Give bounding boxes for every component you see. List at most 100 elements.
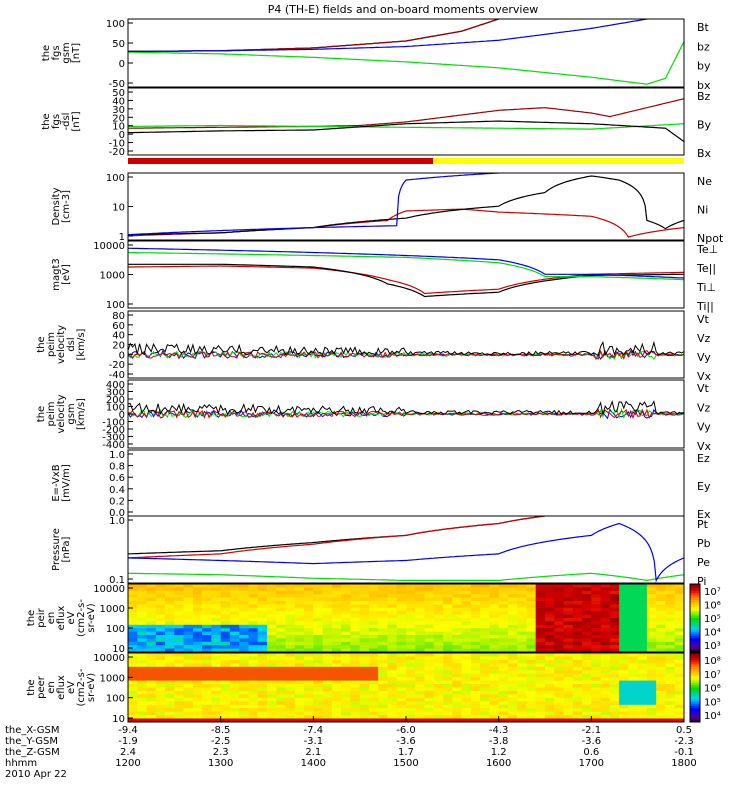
heatmap-cell [674, 687, 684, 692]
heatmap-cell [128, 597, 138, 602]
heatmap-cell [202, 718, 212, 722]
heatmap-cell [609, 684, 620, 688]
heatmap-cell [443, 611, 453, 616]
y-tick-label: -200 [102, 425, 125, 436]
heatmap-cell [665, 594, 676, 599]
heatmap-cell [229, 663, 240, 668]
heatmap-cell [517, 684, 528, 688]
heatmap-cell [609, 590, 620, 595]
heatmap-cell [619, 673, 629, 678]
heatmap-cell [155, 666, 166, 671]
heatmap-cell [461, 597, 472, 602]
heatmap-cell [591, 691, 602, 695]
heatmap-cell [294, 621, 305, 626]
heatmap-cell [498, 584, 509, 588]
colorbar-segment [690, 676, 700, 679]
heatmap-cell [498, 701, 509, 706]
heatmap-cell [665, 584, 676, 588]
series-line-Pi [128, 522, 684, 583]
heatmap-cell [665, 684, 676, 688]
heatmap-cell [507, 648, 518, 652]
heatmap-cell [165, 715, 175, 720]
heatmap-cell [304, 704, 314, 709]
y-tick-label: 1000 [100, 673, 125, 684]
heatmap-cell [591, 641, 602, 646]
heatmap-cell [526, 666, 537, 671]
y-tick-label: 10 [112, 644, 125, 655]
heatmap-cell [350, 691, 361, 695]
heatmap-cell [526, 611, 537, 616]
heatmap-cell [498, 604, 509, 609]
legend-entry-by: by [697, 60, 711, 73]
heatmap-cell [415, 638, 426, 643]
heatmap-cell [507, 645, 518, 650]
heatmap-cell [350, 701, 361, 706]
heatmap-cell [211, 673, 222, 678]
heatmap-cell [267, 645, 277, 650]
heatmap-cell [211, 680, 222, 685]
heatmap-cell [350, 624, 361, 629]
heatmap-cell [646, 624, 657, 629]
heatmap-cell [165, 638, 175, 643]
heatmap-cell [406, 618, 416, 622]
heatmap-cell [489, 601, 500, 605]
heatmap-cell [535, 666, 546, 671]
heatmap-cell [433, 656, 444, 661]
heatmap-cell [248, 624, 259, 629]
heatmap-cell [554, 584, 565, 588]
heatmap-cell [507, 666, 518, 671]
heatmap-cell [248, 645, 259, 650]
heatmap-cell [526, 601, 537, 605]
heatmap-cell [285, 677, 296, 682]
heatmap-cell [211, 631, 222, 636]
heatmap-cell [665, 663, 676, 668]
heatmap-cell [619, 704, 629, 709]
heatmap-cell [489, 624, 500, 629]
heatmap-cell [174, 673, 185, 678]
heatmap-cell [415, 677, 426, 682]
heatmap-cell [470, 648, 481, 652]
heatmap-cell [387, 691, 398, 695]
heatmap-cell [276, 711, 287, 716]
heatmap-cell [183, 687, 194, 692]
heatmap-cell [239, 704, 250, 709]
heatmap-cell [674, 691, 684, 695]
y-axis-label-line: en [46, 612, 57, 625]
heatmap-cell [128, 704, 138, 709]
heatmap-cell [433, 638, 444, 643]
heatmap-cell [304, 687, 314, 692]
heatmap-cell [313, 691, 324, 695]
heatmap-cell [165, 687, 175, 692]
heatmap-cell [359, 587, 370, 592]
heatmap-cell [285, 687, 296, 692]
heatmap-cell [517, 604, 528, 609]
y-tick-label: 60 [112, 321, 125, 332]
heatmap-cell [489, 708, 500, 713]
heatmap-cell [656, 684, 667, 688]
heatmap-cell [239, 607, 250, 612]
heatmap-cell [192, 694, 203, 699]
heatmap-cell [211, 614, 222, 619]
heatmap-cell [424, 624, 435, 629]
y-tick-label: 10000 [93, 241, 125, 252]
y-tick-label: 1.0 [109, 450, 125, 461]
heatmap-cell [637, 641, 648, 646]
heatmap-cell [378, 666, 389, 671]
heatmap-cell [155, 624, 166, 629]
heatmap-cell [350, 656, 361, 661]
heatmap-cell [600, 687, 611, 692]
heatmap-cell [137, 680, 148, 685]
heatmap-cell [507, 663, 518, 668]
heatmap-cell [128, 631, 138, 636]
heatmap-cell [174, 607, 185, 612]
heatmap-cell [545, 673, 555, 678]
heatmap-cell [304, 635, 314, 639]
heatmap-cell [406, 624, 416, 629]
heatmap-cell [155, 653, 166, 657]
heatmap-cell [192, 684, 203, 688]
heatmap-cell [304, 677, 314, 682]
heatmap-cell [387, 666, 398, 671]
heatmap-cell [489, 597, 500, 602]
heatmap-cell [304, 648, 314, 652]
heatmap-cell [470, 601, 481, 605]
